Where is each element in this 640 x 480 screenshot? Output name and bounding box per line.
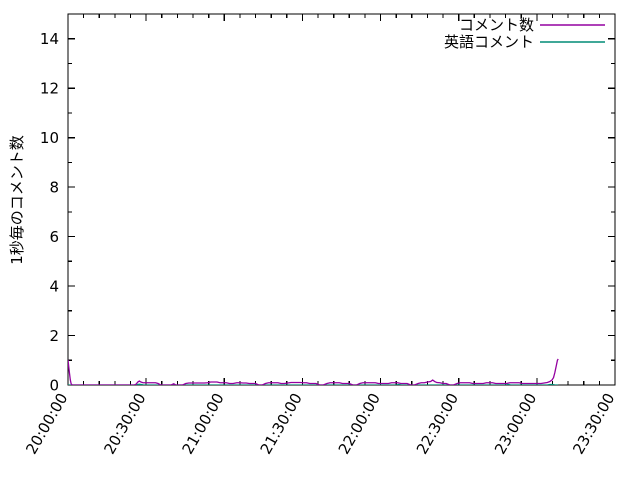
y-axis: 0 2 4 6 8 10 12 14: [40, 13, 615, 395]
y-tick-label: 4: [49, 278, 59, 296]
y-tick-label: 6: [49, 228, 59, 246]
legend-label-2: 英語コメント: [444, 33, 534, 51]
legend-label-1: コメント数: [459, 16, 534, 34]
y-tick-label: 10: [40, 129, 59, 147]
y-tick-label: 0: [49, 377, 59, 395]
y-tick-label: 8: [49, 179, 59, 197]
y-axis-title: 1秒毎のコメント数: [8, 135, 26, 265]
series-line-1: [68, 358, 559, 385]
data-series-group: [68, 358, 559, 385]
series-line-2: [68, 383, 559, 385]
y-tick-label: 2: [49, 327, 59, 345]
y-tick-label: 12: [40, 80, 59, 98]
y-tick-label: 14: [40, 30, 59, 48]
